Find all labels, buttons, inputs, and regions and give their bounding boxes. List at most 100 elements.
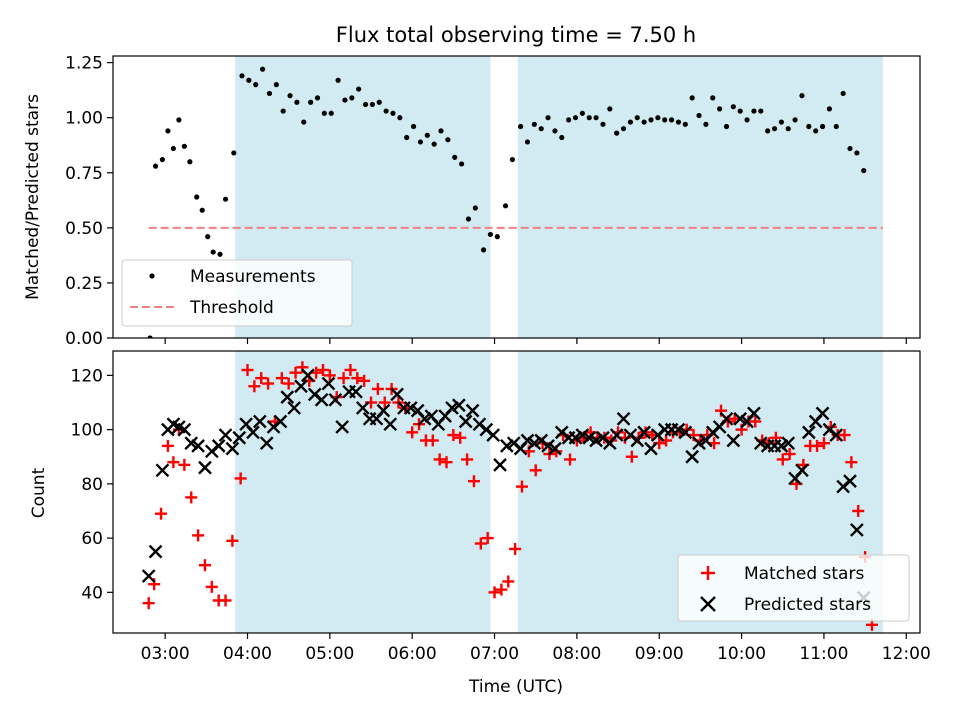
predicted-star-point	[259, 436, 274, 451]
measurement-point	[165, 128, 171, 134]
measurement-point	[668, 117, 675, 123]
measurement-point	[682, 121, 688, 127]
measurement-point	[253, 82, 259, 88]
predicted-star-point	[198, 460, 212, 475]
measurement-point	[538, 126, 544, 132]
measurement-point	[369, 101, 375, 108]
matched-star-point	[502, 575, 515, 588]
matched-star-point	[142, 597, 155, 610]
xtick-label: 05:00	[305, 644, 354, 664]
measurement-point	[765, 128, 771, 134]
measurement-point	[349, 95, 355, 101]
top-shade-1	[517, 56, 883, 338]
measurement-point	[785, 126, 791, 132]
measurement-point	[847, 145, 853, 152]
legend-predicted-label: Predicted stars	[744, 595, 871, 615]
legend-threshold-label: Threshold	[189, 298, 274, 318]
measurement-point	[819, 123, 826, 130]
matched-star-point	[378, 396, 391, 409]
matched-star-point	[371, 382, 384, 395]
predicted-star-point	[314, 392, 329, 407]
matched-star-point	[625, 450, 638, 463]
predicted-star-point	[328, 392, 343, 407]
predicted-star-point	[177, 422, 192, 437]
matched-star-point	[529, 464, 542, 477]
measurement-point	[778, 119, 784, 125]
matched-star-point	[255, 372, 268, 385]
measurement-point	[689, 95, 695, 101]
predicted-star-point	[801, 425, 816, 440]
measurement-point	[744, 117, 750, 123]
matched-star-point	[282, 377, 295, 390]
measurement-point	[655, 115, 661, 121]
measurement-point	[518, 123, 524, 130]
legend-predicted-marker	[700, 596, 716, 612]
matched-star-point	[248, 380, 261, 393]
measurement-point	[246, 77, 252, 83]
measurement-point	[308, 99, 314, 105]
predicted-star-point	[253, 414, 267, 429]
matched-star-point	[852, 504, 865, 517]
measurement-point	[239, 73, 245, 79]
measurement-point	[321, 110, 327, 116]
xtick-label: 12:00	[882, 644, 931, 664]
measurement-point	[210, 249, 216, 255]
measurement-point	[438, 128, 444, 134]
measurement-point	[675, 119, 682, 125]
measurement-point	[487, 231, 494, 238]
matched-star-point	[564, 453, 577, 466]
measurement-point	[751, 108, 757, 114]
measurement-point	[417, 139, 424, 145]
measurement-point	[524, 139, 531, 145]
measurement-point	[424, 132, 430, 138]
matched-star-point	[406, 426, 419, 439]
predicted-star-point	[843, 474, 857, 489]
measurement-point	[390, 110, 396, 116]
matched-star-point	[454, 431, 467, 444]
measurement-point	[607, 106, 613, 112]
predicted-star-point	[376, 403, 391, 418]
measurement-point	[552, 128, 558, 134]
matched-star-point	[467, 475, 480, 488]
x-axis-label: Time (UTC)	[468, 677, 563, 697]
measurement-point	[231, 150, 237, 156]
matched-star-point	[515, 480, 528, 493]
measurement-point	[383, 108, 389, 114]
predicted-star-point	[465, 403, 480, 418]
top-ytick-label: 0.25	[65, 274, 103, 294]
predicted-star-point	[795, 463, 809, 478]
matched-star-point	[749, 415, 762, 428]
predicted-star-point	[148, 544, 163, 559]
top-shaded-regions	[235, 56, 883, 338]
measurement-point	[641, 119, 647, 125]
predicted-star-point	[280, 390, 295, 404]
predicted-star-point	[335, 420, 350, 434]
matched-star-point	[161, 439, 174, 452]
measurement-point	[648, 117, 654, 123]
measurement-point	[280, 108, 286, 114]
measurement-point	[758, 108, 764, 114]
measurement-point	[737, 108, 743, 114]
matched-star-point	[198, 559, 211, 572]
bottom-y-axis-label: Count	[29, 467, 49, 518]
measurement-point	[593, 115, 599, 121]
predicted-star-point	[781, 436, 796, 451]
matched-star-point	[219, 594, 232, 607]
matched-star-point	[440, 456, 453, 469]
measurement-point	[586, 115, 592, 121]
predicted-stars-layer	[141, 368, 871, 605]
matched-star-point	[811, 439, 824, 452]
measurement-point	[187, 159, 193, 165]
measurement-point	[579, 110, 585, 116]
bottom-ytick-label: 120	[71, 366, 103, 386]
predicted-star-point	[616, 411, 631, 426]
bottom-panel: 40 60 80 100 120 03:00 04:00 05:00 06:00 07:00 08…	[29, 350, 931, 697]
legend-measurements-marker	[149, 273, 155, 279]
predicted-star-point	[850, 523, 864, 537]
measurement-point	[205, 234, 211, 240]
predicted-star-point	[232, 430, 247, 445]
measurement-point	[662, 117, 668, 123]
measurement-point	[480, 247, 487, 253]
predicted-star-point	[211, 439, 226, 453]
predicted-star-point	[218, 428, 233, 442]
